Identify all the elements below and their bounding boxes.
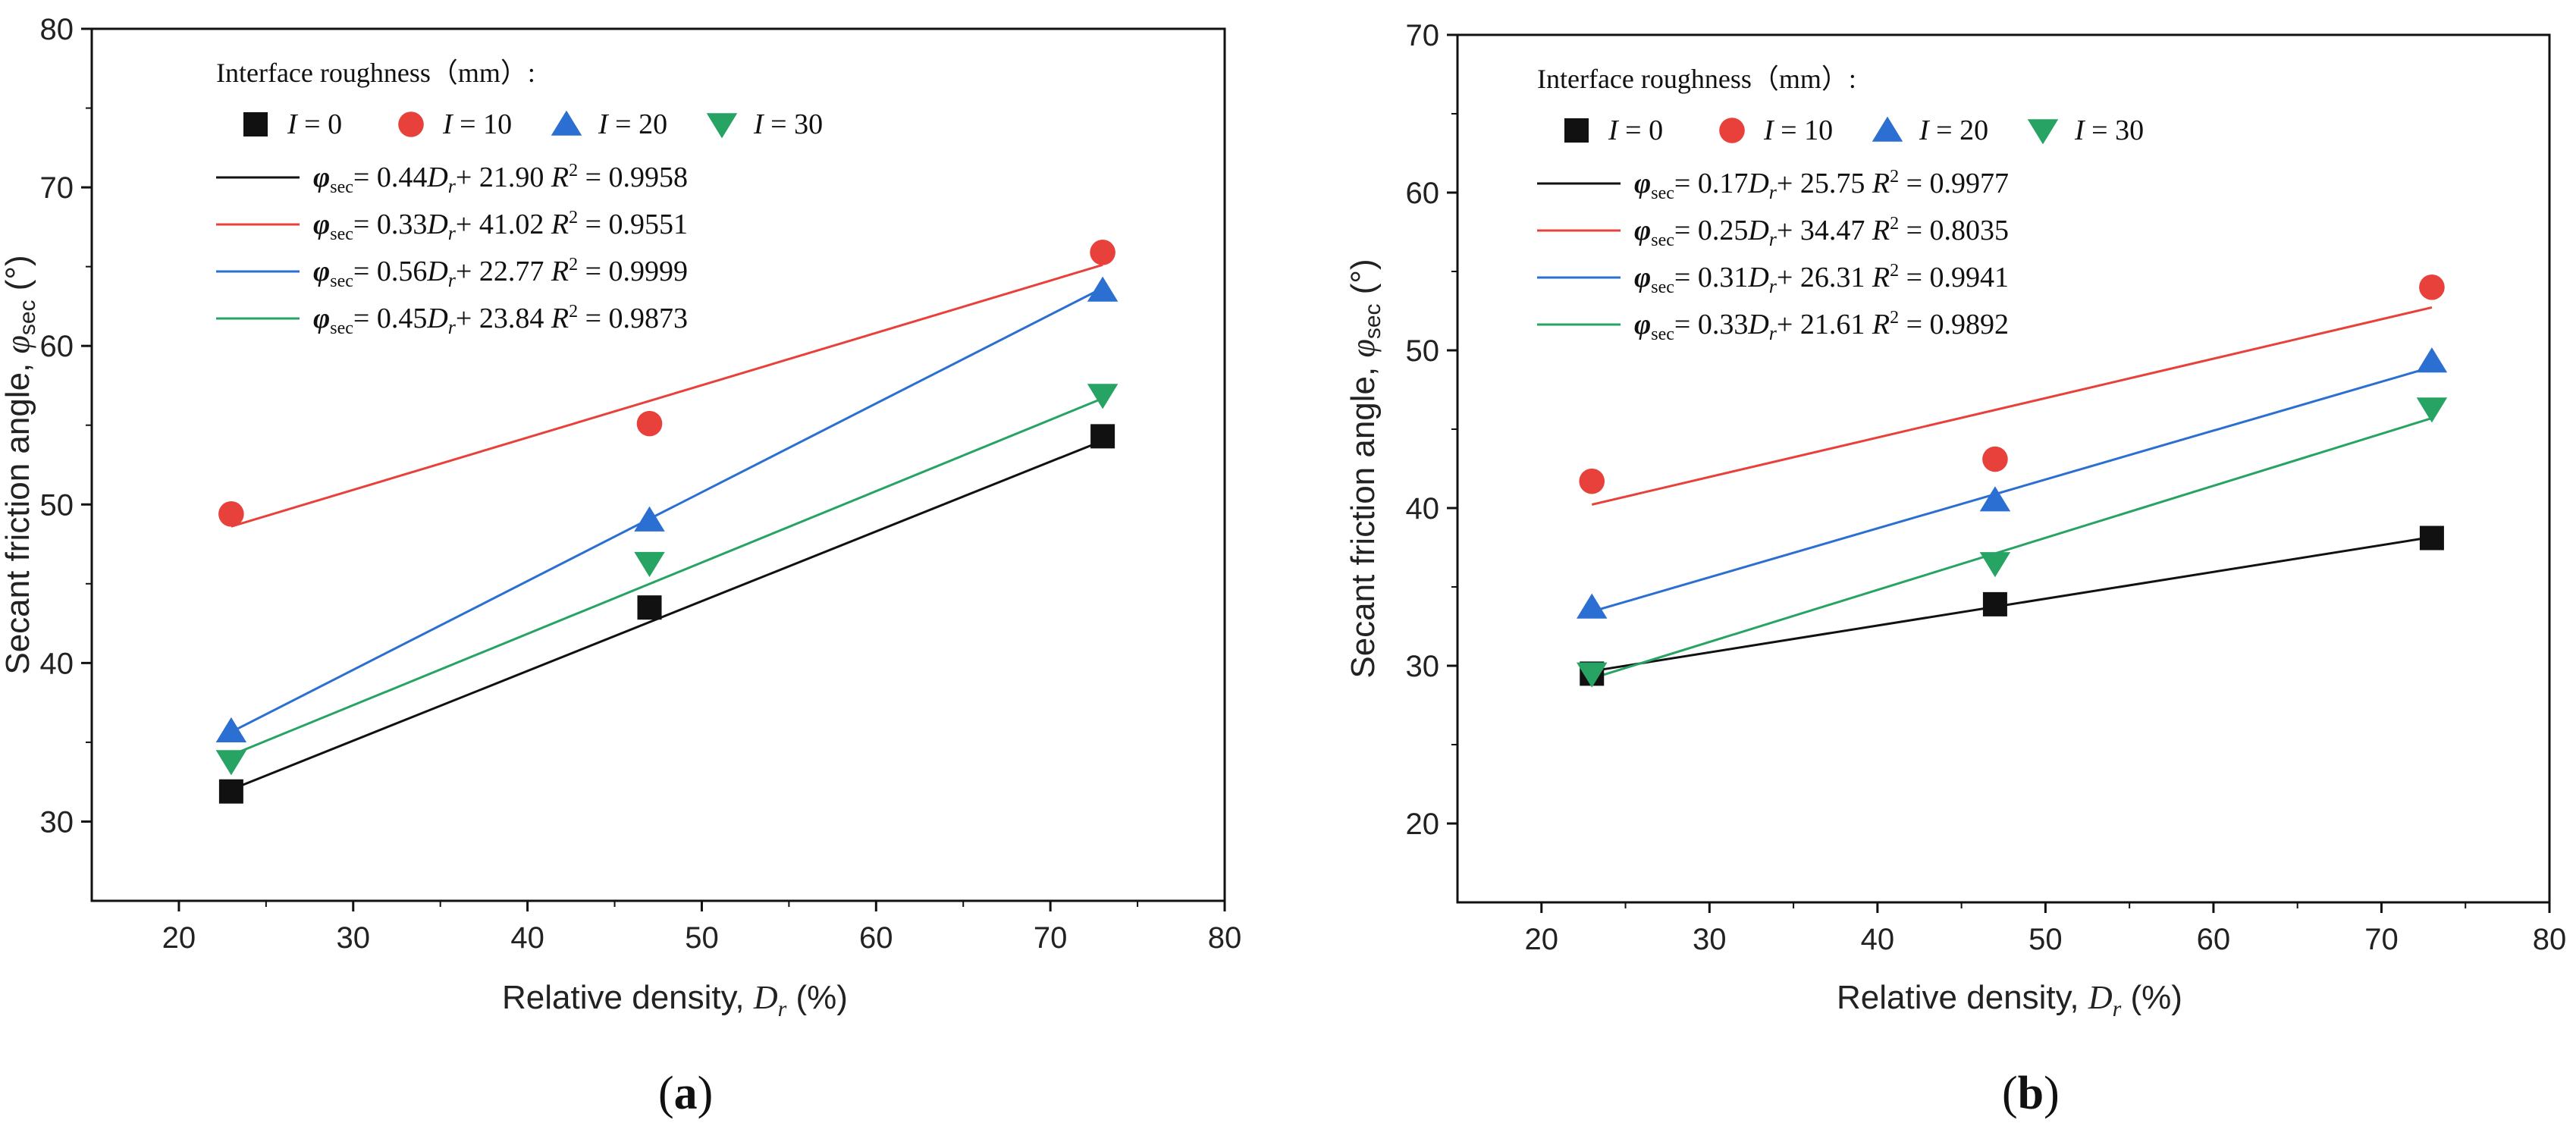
legend-marker-0 (1564, 118, 1589, 143)
x-tick-label: 80 (2533, 923, 2567, 956)
data-point-series-1 (218, 501, 244, 527)
y-tick-label: 30 (1406, 650, 1440, 683)
legend-marker-2 (551, 110, 582, 136)
y-tick-label: 80 (40, 13, 74, 46)
x-tick-label: 60 (859, 921, 893, 955)
panel-label: (a) (658, 1068, 713, 1119)
data-point-series-3 (1576, 662, 1608, 688)
legend-fit-equation: φsec= 0.31Dr+ 26.31 R2 = 0.9941 (1634, 261, 2009, 297)
fit-line-series-3 (231, 397, 1103, 757)
legend-marker-0 (243, 112, 268, 136)
legend-marker-1 (1719, 118, 1745, 143)
data-point-series-0 (637, 595, 662, 620)
x-tick-label: 30 (337, 921, 371, 955)
y-axis-title: Secant friction angle, φsec (°) (0, 255, 40, 674)
fit-line-series-0 (231, 439, 1103, 791)
y-axis-title: Secant friction angle, φsec (°) (1344, 259, 1385, 678)
data-point-series-2 (1087, 276, 1119, 302)
y-tick-label: 20 (1406, 808, 1440, 841)
x-tick-label: 40 (510, 921, 544, 955)
fit-line-series-1 (231, 263, 1103, 528)
data-point-series-2 (634, 506, 665, 532)
x-tick-label: 20 (1525, 923, 1559, 956)
data-point-series-3 (1979, 552, 2011, 578)
legend-marker-3 (706, 113, 738, 139)
x-tick-label: 60 (2197, 923, 2231, 956)
data-point-series-3 (215, 750, 247, 776)
data-point-series-3 (634, 551, 665, 578)
x-tick-label: 50 (2028, 923, 2063, 956)
x-tick-label: 50 (685, 921, 719, 955)
x-tick-label: 30 (1693, 923, 1727, 956)
legend-fit-equation: φsec= 0.33Dr+ 21.61 R2 = 0.9892 (1634, 308, 2009, 344)
fit-line-series-2 (1591, 365, 2433, 613)
data-point-series-3 (2416, 397, 2448, 423)
data-point-series-3 (1087, 384, 1119, 409)
y-tick-label: 30 (40, 805, 74, 839)
legend-series-label: I = 20 (1919, 114, 1988, 146)
x-tick-label: 70 (1034, 921, 1068, 955)
data-point-series-2 (2416, 347, 2448, 373)
legend-fit-equation: φsec= 0.17Dr+ 25.75 R2 = 0.9977 (1634, 167, 2009, 203)
y-tick-label: 40 (40, 647, 74, 680)
x-axis-title: Relative density, Dr (%) (502, 979, 848, 1021)
data-point-series-1 (636, 410, 663, 437)
data-point-series-1 (1090, 240, 1115, 265)
legend-fit-equation: φsec= 0.44Dr+ 21.90 R2 = 0.9958 (313, 161, 688, 197)
legend-fit-equation: φsec= 0.33Dr+ 41.02 R2 = 0.9551 (313, 208, 688, 244)
fit-line-series-1 (1591, 306, 2433, 506)
plot-frame (1456, 33, 2551, 904)
legend-series-label: I = 20 (598, 108, 667, 140)
data-point-series-1 (1982, 446, 2008, 472)
data-point-series-0 (218, 779, 243, 804)
data-point-series-0 (1982, 591, 2007, 616)
legend-series-label: I = 30 (2074, 114, 2144, 146)
legend-fit-equation: φsec= 0.56Dr+ 22.77 R2 = 0.9999 (313, 255, 688, 291)
plot-frame (90, 27, 1226, 902)
fit-line-series-0 (1591, 535, 2433, 673)
data-point-series-2 (1576, 593, 1608, 619)
data-point-series-2 (1979, 486, 2011, 512)
data-point-series-2 (215, 717, 247, 742)
legend-series-label: I = 0 (287, 108, 342, 140)
chart-panel-a: 20 30 40 50 60 70 80 30 40 50 60 70 80 Relative densi… (0, 13, 1241, 1119)
y-tick-label: 40 (1406, 492, 1440, 525)
data-point-series-1 (2419, 274, 2445, 300)
data-point-series-1 (1579, 468, 1605, 494)
chart-panel-b: 20 30 40 50 60 70 80 20 30 40 50 60 70 Relative densi… (1344, 19, 2566, 1119)
x-axis-title: Relative density, Dr (%) (1837, 979, 2182, 1021)
x-tick-label: 80 (1208, 921, 1242, 955)
y-tick-label: 50 (40, 488, 74, 522)
panel-label: (b) (2002, 1068, 2060, 1119)
legend-series-label: I = 10 (442, 108, 512, 140)
legend-fit-equation: φsec= 0.45Dr+ 23.84 R2 = 0.9873 (313, 302, 688, 338)
data-point-series-0 (2419, 525, 2444, 551)
y-tick-label: 70 (1406, 19, 1440, 52)
fit-line-series-3 (1591, 417, 2433, 680)
legend-marker-1 (398, 111, 424, 137)
legend-series-label: I = 0 (1608, 114, 1663, 146)
y-tick-label: 70 (40, 171, 74, 205)
legend-series-label: I = 10 (1763, 114, 1833, 146)
fit-line-series-2 (231, 287, 1103, 733)
legend-marker-3 (2027, 119, 2059, 145)
legend-marker-2 (1872, 116, 1903, 142)
y-tick-label: 60 (40, 330, 74, 363)
x-tick-label: 40 (1861, 923, 1895, 956)
y-tick-label: 60 (1406, 177, 1440, 210)
legend-fit-equation: φsec= 0.25Dr+ 34.47 R2 = 0.8035 (1634, 214, 2009, 250)
legend-series-label: I = 30 (753, 108, 823, 140)
legend-title: Interface roughness（mm）: (216, 58, 535, 88)
y-tick-label: 50 (1406, 334, 1440, 368)
x-tick-label: 70 (2364, 923, 2399, 956)
data-point-series-0 (1090, 424, 1115, 449)
x-tick-label: 20 (162, 921, 196, 955)
legend-title: Interface roughness（mm）: (1537, 64, 1856, 94)
